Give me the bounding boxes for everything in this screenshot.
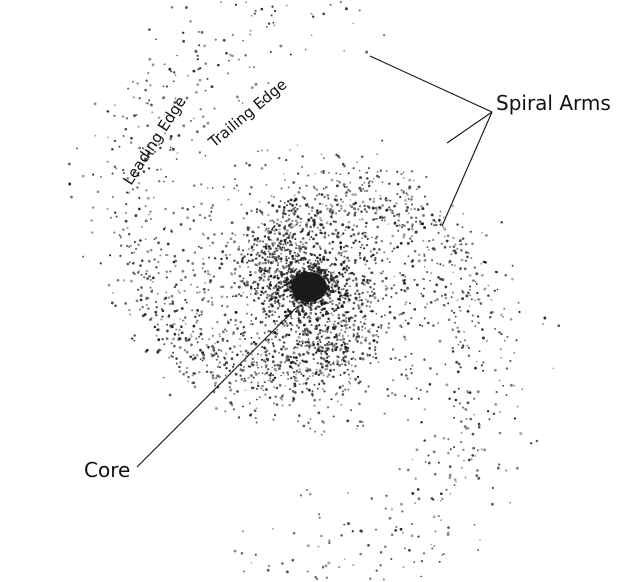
galactic-core — [291, 272, 327, 302]
spiral-arms-leader-lines — [369, 55, 493, 227]
spiral-arms-leader-line-2 — [446, 111, 493, 144]
spiral-arms-leader-line-1 — [369, 55, 493, 113]
spiral-arms-label: Spiral Arms — [496, 91, 611, 115]
trailing-edge-label: Trailing Edge — [204, 75, 290, 151]
spiral-arms-leader-line-3 — [441, 111, 493, 227]
core-leader-line — [136, 307, 297, 468]
core-label: Core — [84, 458, 130, 482]
leading-edge-label: Leading Edge — [119, 93, 190, 188]
